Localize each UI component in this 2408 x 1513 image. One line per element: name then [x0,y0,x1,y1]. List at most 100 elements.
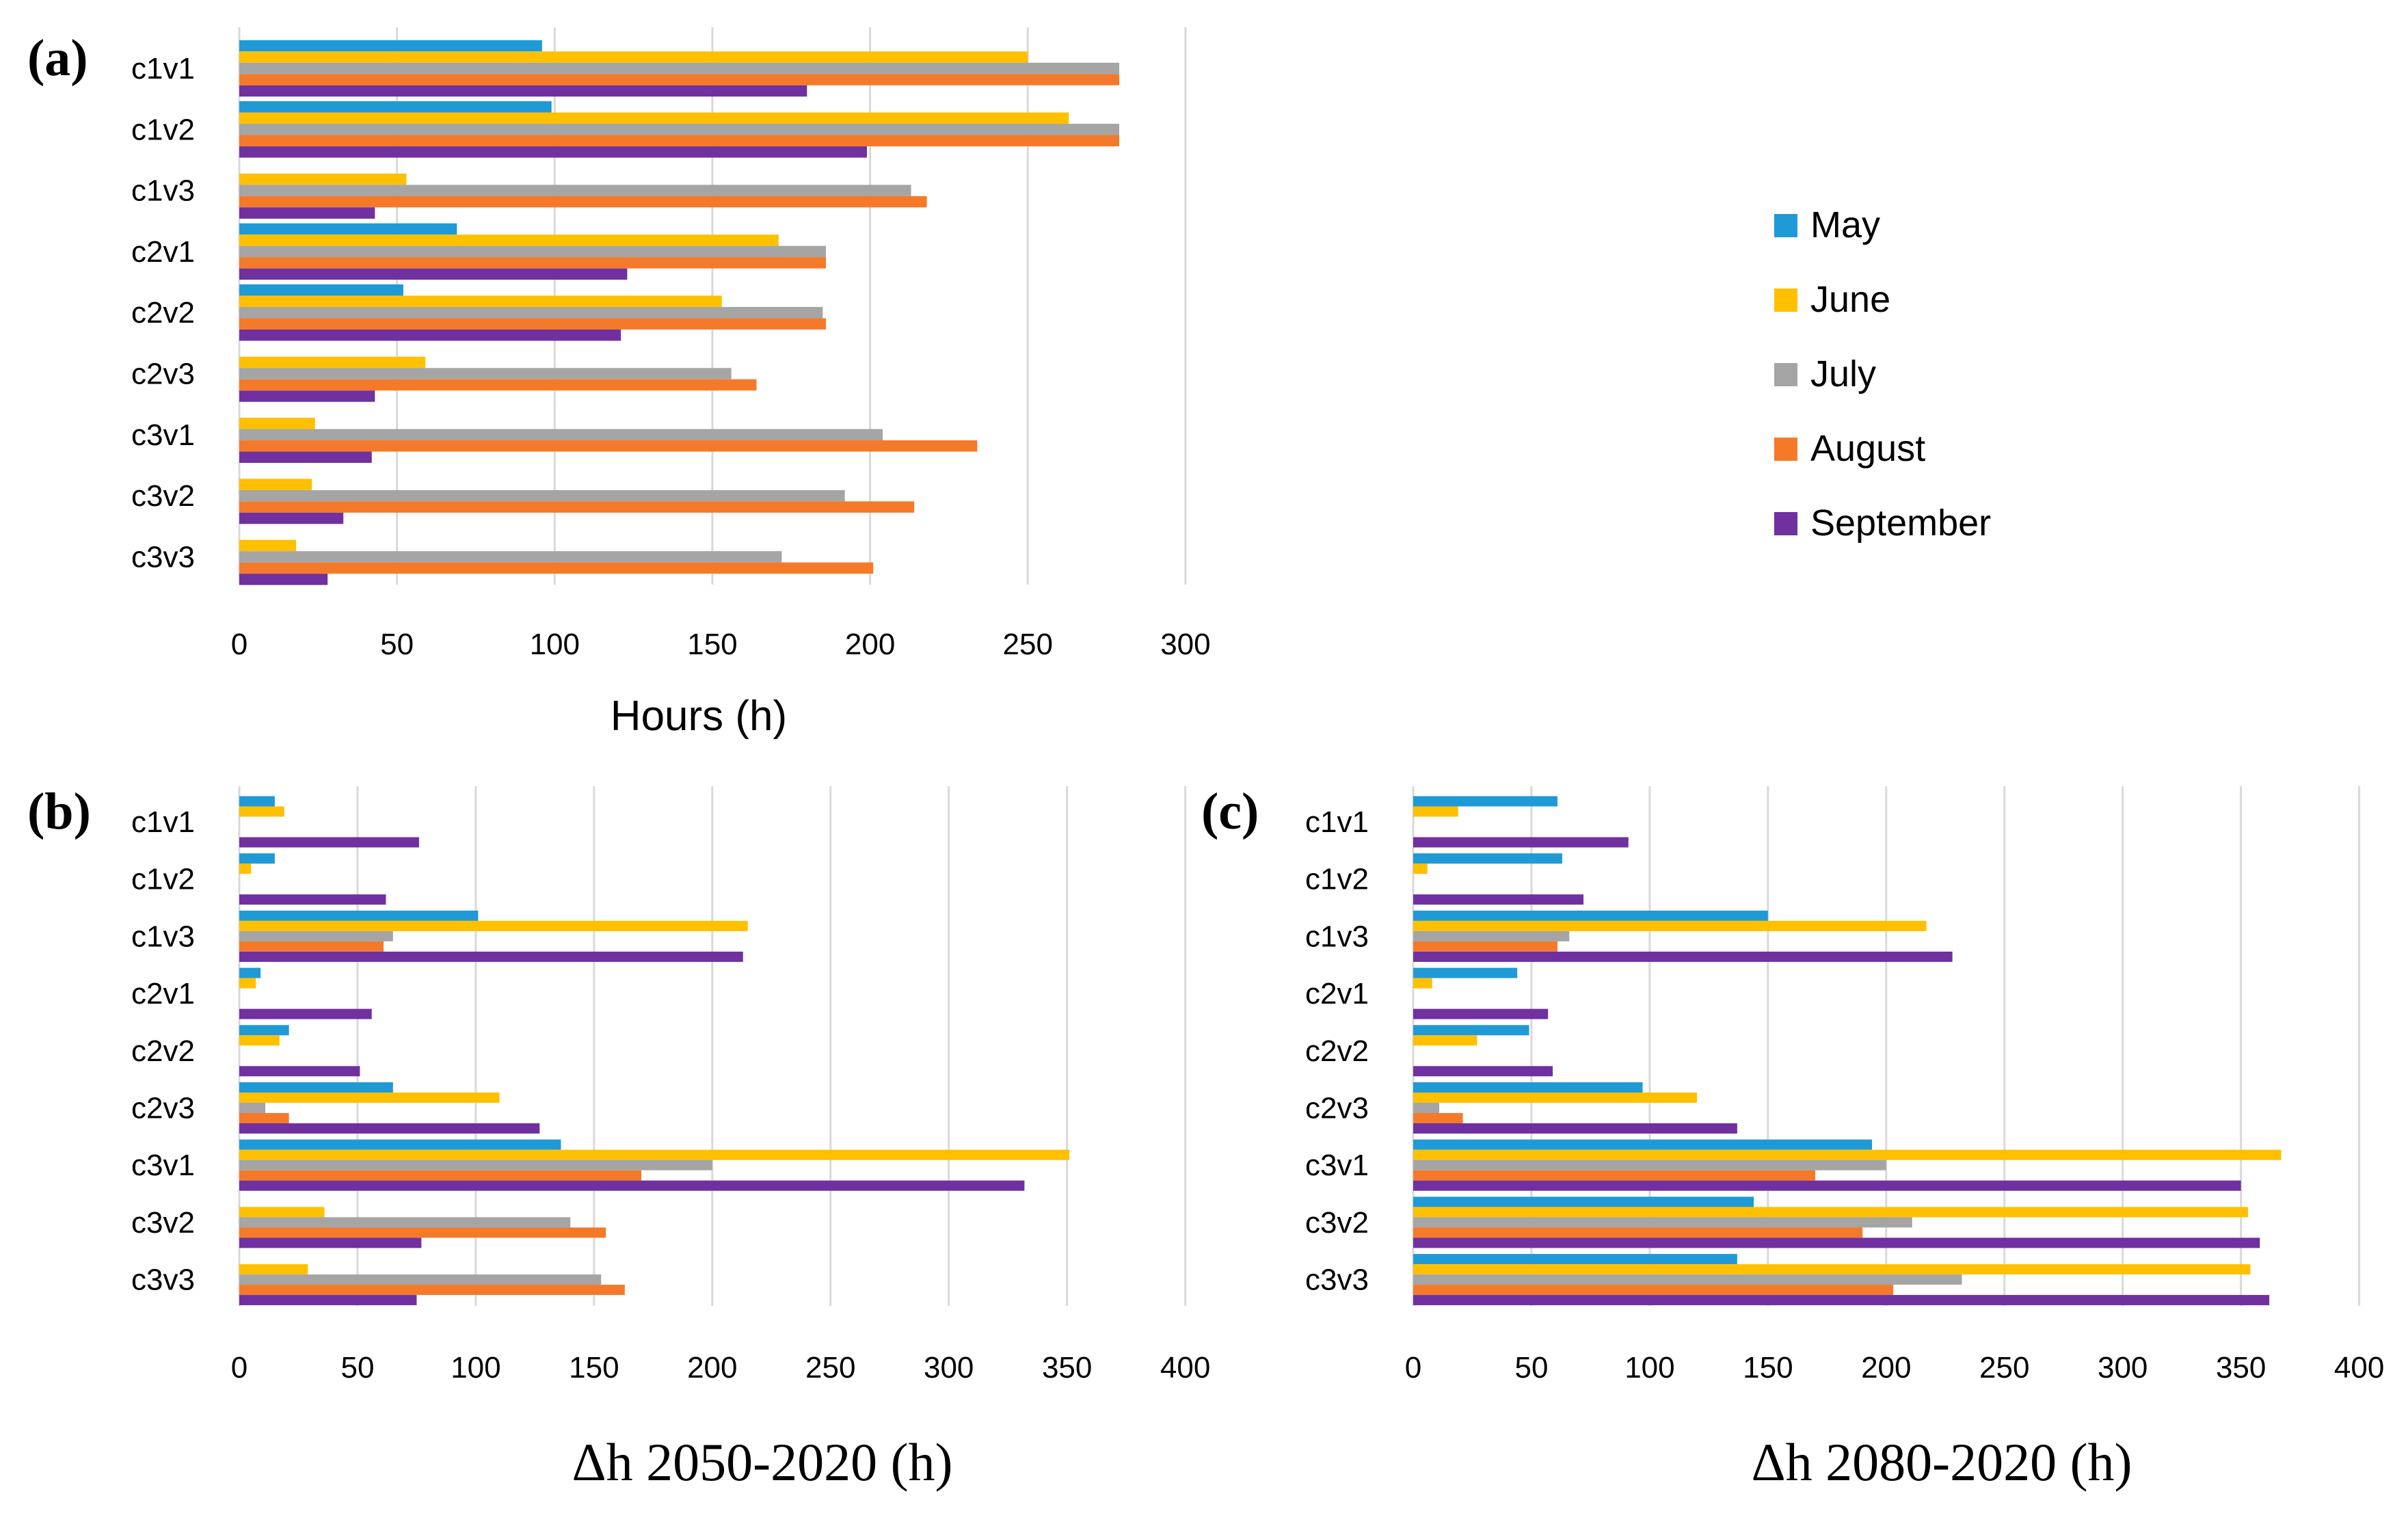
category-label-c3v1: c3v1 [131,1149,195,1182]
bar-c-c3v2-may [1413,1196,1754,1207]
category-label-c1v2: c1v2 [131,863,195,896]
category-label-c2v3: c2v3 [131,358,195,391]
bar-b-c2v3-august [239,1113,289,1123]
panel-a-chart: 0 50 100 150 200 250 300 c1v1 c1v2 c1v3 c2v1 c2v2 c2… [27,27,1211,740]
bar-b-c3v1-july [239,1160,712,1170]
bar-c-c2v3-may [1413,1082,1643,1093]
x-tick-label: 300 [924,1351,974,1384]
bar-b-c3v1-september [239,1180,1025,1191]
bar-a-c2v2-may [239,284,403,296]
bar-a-c1v2-september [239,146,867,158]
bar-a-c3v1-september [239,451,372,464]
bar-a-c1v1-june [239,51,1028,63]
bar-c-c3v1-may [1413,1139,1873,1150]
bar-c-c1v3-july [1413,930,1570,941]
category-label-c2v1: c2v1 [131,235,195,269]
bar-a-c1v3-september [239,207,375,219]
bar-a-c3v2-august [239,501,915,513]
x-tick-label: 300 [2098,1351,2148,1384]
bar-b-c1v2-june [239,863,252,874]
category-label-c3v3: c3v3 [131,540,195,574]
bar-a-c3v2-september [239,512,344,524]
bar-c-c3v3-june [1413,1264,2251,1275]
legend-label-july: July [1810,353,1876,394]
bar-a-c3v1-august [239,440,978,452]
bar-c-c1v3-may [1413,910,1768,921]
bar-a-c2v2-september [239,329,621,341]
category-label-c2v3: c2v3 [131,1092,195,1125]
x-tick-label: 50 [380,628,414,661]
category-label-c1v2: c1v2 [131,113,195,146]
x-tick-label: 400 [2334,1351,2384,1384]
x-tick-label: 100 [451,1351,500,1384]
x-tick-label: 400 [1160,1351,1210,1384]
legend-swatch-september [1774,512,1797,535]
bar-c-c2v3-august [1413,1113,1463,1123]
bar-b-c2v1-september [239,1008,372,1019]
panel-label-c: (c) [1201,783,1259,840]
category-label-c3v2: c3v2 [131,1206,195,1240]
x-tick-label: 200 [1861,1351,1911,1384]
bar-a-c1v1-july [239,62,1120,75]
x-tick-label: 100 [530,628,580,661]
x-tick-label: 150 [687,628,737,661]
bar-a-c2v2-june [239,295,722,307]
bar-c-c2v3-july [1413,1103,1440,1113]
bar-b-c1v3-june [239,920,748,931]
legend-label-june: June [1810,279,1890,320]
bar-c-c2v3-june [1413,1093,1698,1103]
bar-b-c2v2-may [239,1025,289,1036]
category-label-c3v3: c3v3 [131,1263,195,1297]
category-label-c2v2: c2v2 [131,1034,195,1068]
bar-c-c3v1-september [1413,1180,2241,1191]
bar-a-c3v2-july [239,490,845,502]
legend: May June July August September [1774,204,1991,544]
panel-c-chart: 0 50 100 150 200 250 300 350 400 c1v1 c1v2 c1v3 c2v1… [1201,783,2384,1492]
bar-a-c2v1-june [239,235,779,246]
bar-b-c1v3-july [239,930,393,941]
bar-b-c2v3-june [239,1093,500,1103]
bar-b-c3v2-june [239,1207,325,1218]
legend-swatch-june [1774,289,1797,312]
category-label-c1v1: c1v1 [131,805,195,839]
category-label-c3v1: c3v1 [1305,1149,1369,1182]
bar-b-c3v2-september [239,1237,422,1248]
legend-swatch-august [1774,438,1797,461]
bar-c-c1v3-september [1413,951,1953,962]
x-tick-label: 0 [231,1351,248,1384]
bar-c-c3v2-september [1413,1237,2260,1248]
bar-b-c2v2-june [239,1035,280,1046]
x-axis-label-a: Hours (h) [611,693,787,740]
bar-c-c1v2-may [1413,853,1562,864]
category-label-c3v3: c3v3 [1305,1263,1369,1297]
category-label-c3v2: c3v2 [1305,1206,1369,1240]
bar-b-c3v1-may [239,1139,561,1150]
bar-c-c1v3-august [1413,941,1557,952]
category-label-c3v1: c3v1 [131,418,195,452]
bar-a-c2v1-august [239,257,827,269]
bar-a-c3v3-august [239,562,874,574]
bar-a-c1v1-august [239,74,1120,85]
bar-b-c3v2-august [239,1227,606,1238]
bar-c-c1v3-june [1413,920,1927,931]
bar-b-c2v3-september [239,1123,540,1134]
bar-c-c3v3-september [1413,1295,2270,1306]
x-tick-label: 250 [1979,1351,2029,1384]
x-tick-label: 150 [1743,1351,1793,1384]
bar-a-c3v2-june [239,479,312,490]
bar-c-c1v2-june [1413,863,1428,874]
x-tick-label: 50 [1514,1351,1548,1384]
bar-a-c2v3-september [239,390,375,402]
category-label-c1v3: c1v3 [1305,920,1369,953]
x-tick-label: 200 [687,1351,737,1384]
bar-b-c3v3-september [239,1295,417,1306]
bar-b-c1v1-september [239,837,419,848]
x-tick-label: 350 [1042,1351,1092,1384]
x-tick-label: 350 [2216,1351,2266,1384]
bar-c-c1v1-june [1413,806,1458,817]
bar-a-c3v1-july [239,429,883,441]
bar-b-c1v3-august [239,941,384,952]
bar-c-c2v1-may [1413,967,1518,978]
bar-b-c3v3-august [239,1285,625,1296]
